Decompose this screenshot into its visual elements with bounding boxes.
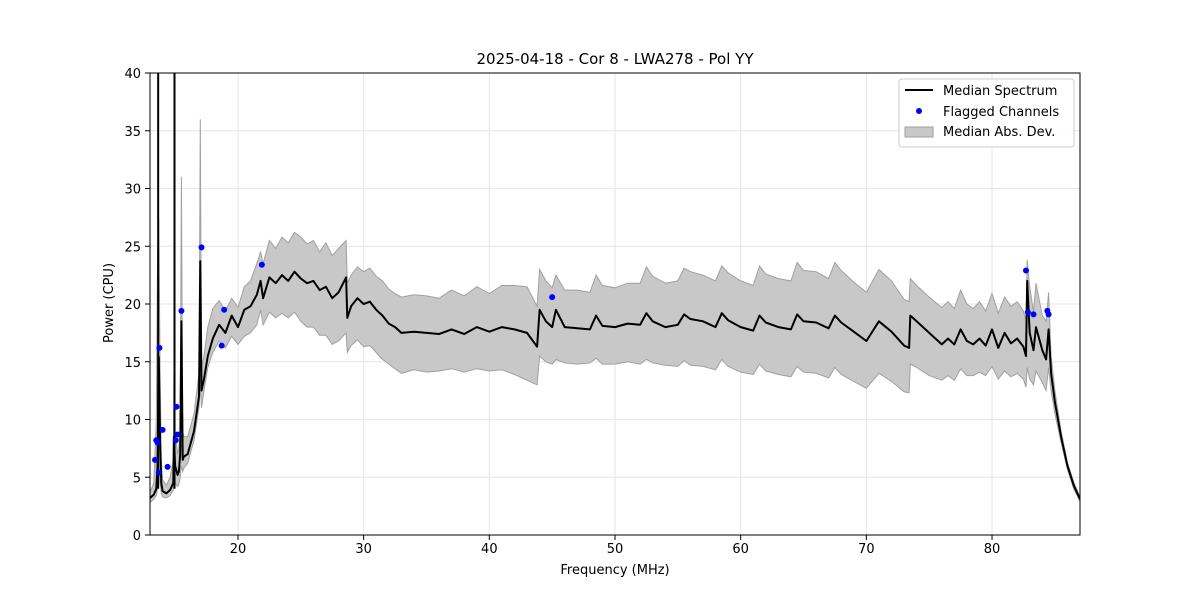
flagged-channel-point	[159, 426, 166, 433]
median-spectrum-line	[150, 260, 1080, 500]
plot-area: 20 30 40 50 60 70 80 0 5 10 15 20 25 30 35 40	[124, 67, 1081, 557]
plot-series-group	[150, 73, 1080, 504]
legend-label-median-abs-dev: Median Abs. Dev.	[943, 125, 1055, 140]
flagged-channel-point	[1030, 311, 1037, 318]
y-tick-label: 0	[133, 529, 141, 544]
flagged-channel-point	[155, 469, 162, 476]
mad-band-area	[150, 119, 1080, 504]
x-tick-label: 70	[858, 542, 875, 557]
y-axis-label: Power (CPU)	[102, 263, 117, 343]
flagged-channel-point	[1045, 311, 1052, 318]
x-tick-label: 30	[355, 542, 372, 557]
x-tick-label: 50	[607, 542, 624, 557]
flagged-channel-point	[152, 456, 159, 463]
x-tick-label: 80	[984, 542, 1001, 557]
chart-title: 2025-04-18 - Cor 8 - LWA278 - Pol YY	[477, 50, 755, 68]
y-tick-label: 5	[133, 471, 141, 486]
y-tick-label: 20	[124, 298, 141, 313]
legend-band-swatch	[904, 126, 934, 138]
legend-box	[898, 78, 1075, 148]
y-tick-label: 30	[124, 183, 141, 198]
flagged-channel-point	[1024, 309, 1031, 316]
flagged-channel-point	[178, 307, 185, 314]
x-axis-label: Frequency (MHz)	[560, 563, 669, 578]
flagged-channel-point	[218, 342, 225, 349]
x-tick-label: 20	[230, 542, 247, 557]
y-tick-label: 25	[124, 240, 141, 255]
y-tick-label: 40	[124, 67, 141, 82]
flagged-channel-point	[549, 294, 556, 301]
flagged-channel-point	[164, 463, 171, 470]
flagged-channel-point	[221, 306, 228, 313]
x-tick-label: 40	[481, 542, 498, 557]
flagged-channel-point	[198, 244, 205, 251]
flagged-channel-point	[173, 403, 180, 410]
flagged-channel-point	[258, 261, 265, 268]
flagged-channel-point	[172, 437, 179, 444]
legend-label-median-spectrum: Median Spectrum	[943, 84, 1057, 99]
flagged-channel-point	[156, 344, 163, 351]
x-tick-label: 60	[732, 542, 749, 557]
y-tick-label: 35	[124, 125, 141, 140]
legend: Median Spectrum Flagged Channels Median …	[898, 78, 1075, 148]
y-tick-label: 10	[124, 414, 141, 429]
flagged-channel-point	[1022, 267, 1029, 274]
flagged-channel-point	[174, 431, 181, 438]
flagged-channel-point	[154, 439, 161, 446]
y-tick-label: 15	[124, 356, 141, 371]
legend-marker-swatch	[916, 108, 922, 114]
legend-label-flagged-channels: Flagged Channels	[943, 105, 1059, 120]
